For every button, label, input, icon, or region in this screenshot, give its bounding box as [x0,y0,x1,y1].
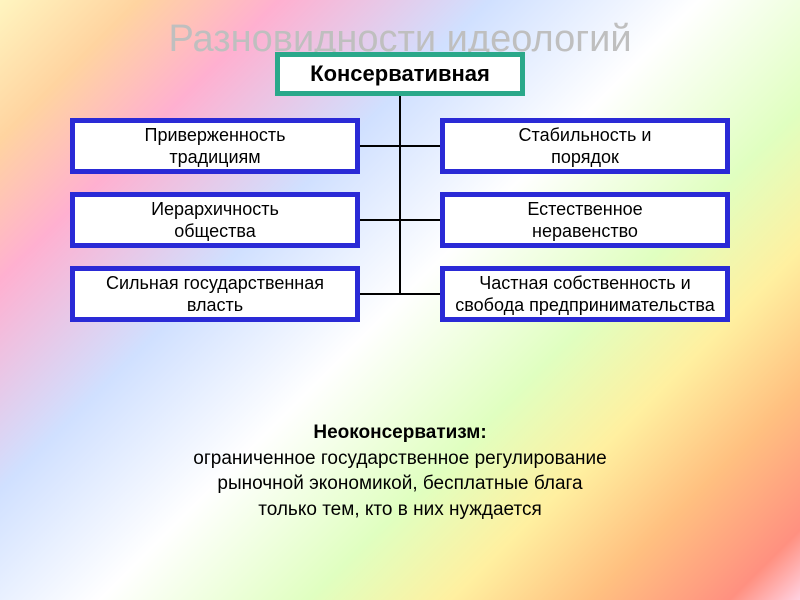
footer-text: Неоконсерватизм: ограниченное государств… [0,420,800,523]
child-line2: власть [187,294,243,317]
footer-line: только тем, кто в них нуждается [0,497,800,523]
child-line1: Сильная государственная [106,272,324,295]
child-line1: Приверженность [145,124,286,147]
footer-line: ограниченное государственное регулирован… [0,446,800,472]
child-line2: традициям [169,146,260,169]
slide-container: Разновидности идеологий Консервативная П… [0,0,800,600]
child-node: Приверженность традициям [70,118,360,174]
footer-heading: Неоконсерватизм: [0,420,800,446]
child-line1: Естественное [527,198,642,221]
connector-trunk [399,96,401,294]
child-node: Сильная государственная власть [70,266,360,322]
child-node: Стабильность и порядок [440,118,730,174]
child-node: Иерархичность общества [70,192,360,248]
connector-arm [360,219,440,221]
child-node: Частная собственность и свобода предприн… [440,266,730,322]
root-label: Консервативная [310,61,490,87]
child-line1: Стабильность и [519,124,652,147]
child-line1: Частная собственность и [479,272,690,295]
child-line2: свобода предпринимательства [455,294,714,317]
child-line2: общества [174,220,256,243]
connector-arm [360,145,440,147]
connector-arm [360,293,440,295]
child-line1: Иерархичность [151,198,279,221]
child-line2: неравенство [532,220,638,243]
child-node: Естественное неравенство [440,192,730,248]
root-node: Консервативная [275,52,525,96]
child-line2: порядок [551,146,619,169]
footer-line: рыночной экономикой, бесплатные блага [0,471,800,497]
